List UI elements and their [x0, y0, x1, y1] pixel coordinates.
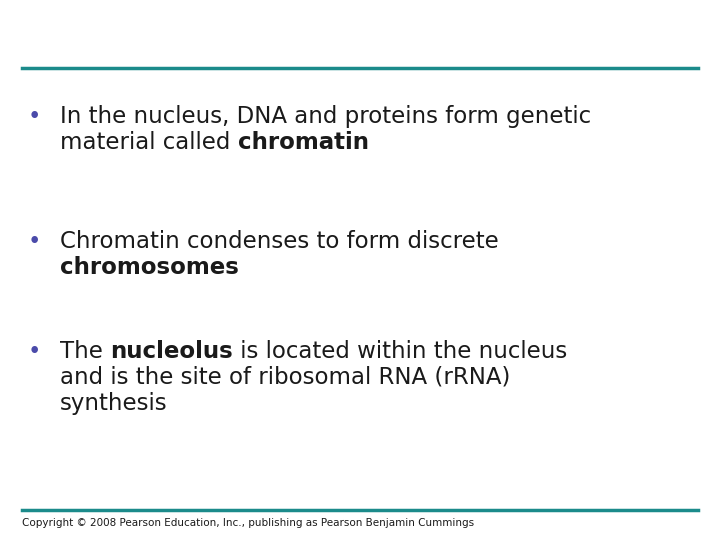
Text: In the nucleus, DNA and proteins form genetic: In the nucleus, DNA and proteins form ge…: [60, 105, 591, 128]
Text: is located within the nucleus: is located within the nucleus: [233, 340, 567, 363]
Text: •: •: [28, 340, 41, 363]
Text: chromatin: chromatin: [238, 131, 369, 154]
Text: Chromatin condenses to form discrete: Chromatin condenses to form discrete: [60, 230, 499, 253]
Text: The: The: [60, 340, 110, 363]
Text: material called: material called: [60, 131, 238, 154]
Text: and is the site of ribosomal RNA (rRNA): and is the site of ribosomal RNA (rRNA): [60, 366, 510, 389]
Text: •: •: [28, 105, 41, 128]
Text: •: •: [28, 230, 41, 253]
Text: nucleolus: nucleolus: [110, 340, 233, 363]
Text: chromosomes: chromosomes: [60, 256, 239, 279]
Text: synthesis: synthesis: [60, 392, 168, 415]
Text: Copyright © 2008 Pearson Education, Inc., publishing as Pearson Benjamin Cumming: Copyright © 2008 Pearson Education, Inc.…: [22, 518, 474, 528]
